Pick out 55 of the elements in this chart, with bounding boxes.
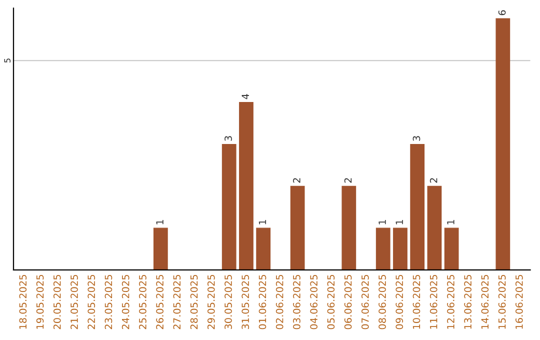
data-label: 1 bbox=[396, 220, 403, 224]
x-tick-label: 23.05.2025 bbox=[104, 274, 112, 330]
bar bbox=[342, 186, 356, 270]
data-label: 2 bbox=[293, 178, 300, 183]
data-label: 1 bbox=[156, 220, 164, 224]
x-tick-label: 13.06.2025 bbox=[464, 274, 472, 329]
x-tick-label: 03.06.2025 bbox=[293, 274, 300, 330]
x-tick-label: 30.05.2025 bbox=[224, 274, 232, 330]
bar bbox=[222, 144, 236, 270]
data-label: 1 bbox=[258, 220, 266, 224]
x-tick-label: 04.06.2025 bbox=[310, 274, 318, 330]
x-tick-label: 07.06.2025 bbox=[361, 274, 369, 330]
data-label: 1 bbox=[447, 220, 454, 224]
y-tick-label: 5 bbox=[4, 58, 10, 63]
bar bbox=[444, 228, 459, 270]
bar bbox=[496, 18, 510, 270]
x-tick-label: 21.05.2025 bbox=[70, 274, 78, 330]
x-tick-label: 28.05.2025 bbox=[190, 274, 198, 330]
bar bbox=[376, 228, 390, 270]
data-label: 2 bbox=[344, 178, 352, 183]
x-tick-label: 08.06.2025 bbox=[378, 274, 386, 330]
bar bbox=[239, 102, 254, 270]
x-tick-label: 02.06.2025 bbox=[276, 274, 284, 330]
data-label: 4 bbox=[242, 94, 249, 100]
data-label: 3 bbox=[224, 136, 232, 141]
x-tick-label: 12.06.2025 bbox=[447, 274, 454, 329]
data-label: 3 bbox=[412, 136, 420, 141]
x-tick-label: 16.06.2025 bbox=[515, 274, 523, 329]
bar bbox=[393, 228, 408, 270]
bar bbox=[153, 228, 168, 270]
data-label: 1 bbox=[378, 220, 386, 224]
x-tick-label: 09.06.2025 bbox=[396, 274, 404, 330]
x-tick-label: 05.06.2025 bbox=[327, 274, 335, 330]
x-tick-label: 20.05.2025 bbox=[53, 274, 61, 330]
x-tick-label: 06.06.2025 bbox=[344, 274, 352, 330]
x-tick-label: 01.06.2025 bbox=[258, 274, 266, 330]
data-label: 2 bbox=[430, 178, 438, 183]
x-tick-label: 25.05.2025 bbox=[139, 274, 146, 330]
x-tick-label: 18.05.2025 bbox=[19, 274, 27, 329]
x-tick-label: 26.05.2025 bbox=[156, 274, 164, 330]
bar bbox=[427, 186, 442, 270]
bar bbox=[290, 186, 305, 270]
bar bbox=[410, 144, 425, 270]
x-tick-label: 22.05.2025 bbox=[88, 274, 96, 330]
x-tick-label: 10.06.2025 bbox=[412, 274, 420, 329]
x-tick-label: 29.05.2025 bbox=[207, 274, 215, 330]
x-tick-label: 14.06.2025 bbox=[481, 274, 489, 329]
x-tick-label: 27.05.2025 bbox=[173, 274, 181, 330]
x-tick-label: 31.05.2025 bbox=[242, 274, 250, 330]
x-tick-label: 11.06.2025 bbox=[430, 274, 438, 329]
x-tick-label: 19.05.2025 bbox=[36, 274, 44, 329]
data-label: 6 bbox=[498, 10, 506, 16]
bar bbox=[256, 228, 271, 270]
x-tick-label: 24.05.2025 bbox=[122, 274, 130, 330]
x-tick-label: 15.06.2025 bbox=[498, 274, 506, 329]
